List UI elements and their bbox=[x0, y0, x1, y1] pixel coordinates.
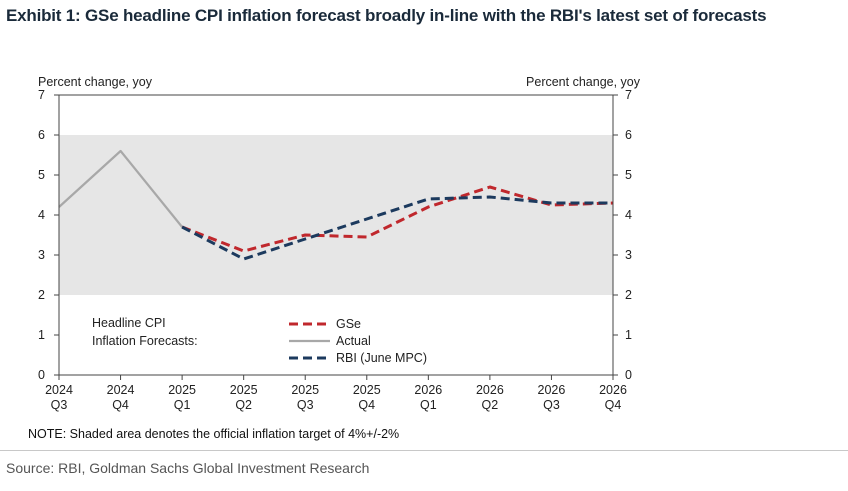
y-tick-label-right: 1 bbox=[625, 328, 632, 342]
series-line-gse bbox=[181, 185, 614, 253]
x-tick-label-quarter: Q2 bbox=[235, 398, 252, 412]
x-tick-label-year: 2025 bbox=[353, 383, 381, 397]
x-tick-label-year: 2024 bbox=[45, 383, 73, 397]
x-tick-label-year: 2024 bbox=[107, 383, 135, 397]
y-tick-label-left: 0 bbox=[38, 368, 45, 382]
legend-title-line1: Headline CPI bbox=[92, 316, 166, 330]
legend-label-0: GSe bbox=[336, 317, 361, 331]
series-line-rbi-june-mpc bbox=[181, 195, 613, 261]
series-line-actual bbox=[58, 149, 183, 228]
y-tick-label-left: 5 bbox=[38, 168, 45, 182]
legend-title-line2: Inflation Forecasts: bbox=[92, 334, 198, 348]
y-tick-label-right: 2 bbox=[625, 288, 632, 302]
x-tick-label-year: 2026 bbox=[476, 383, 504, 397]
y-tick-label-right: 5 bbox=[625, 168, 632, 182]
y-axis-label-left: Percent change, yoy bbox=[38, 75, 153, 89]
x-tick-label-quarter: Q3 bbox=[297, 398, 314, 412]
y-tick-label-left: 7 bbox=[38, 88, 45, 102]
source-note: Source: RBI, Goldman Sachs Global Invest… bbox=[6, 460, 370, 476]
divider bbox=[0, 450, 848, 451]
x-tick-label-quarter: Q1 bbox=[174, 398, 191, 412]
x-tick-label-year: 2025 bbox=[230, 383, 258, 397]
x-tick-label-quarter: Q3 bbox=[51, 398, 68, 412]
x-tick-label-year: 2025 bbox=[168, 383, 196, 397]
x-tick-label-quarter: Q4 bbox=[112, 398, 129, 412]
x-tick-label-year: 2026 bbox=[599, 383, 627, 397]
y-tick-label-left: 6 bbox=[38, 128, 45, 142]
y-tick-label-left: 2 bbox=[38, 288, 45, 302]
x-tick-label-year: 2025 bbox=[291, 383, 319, 397]
y-axis-label-right: Percent change, yoy bbox=[526, 75, 641, 89]
y-tick-label-left: 1 bbox=[38, 328, 45, 342]
target-band bbox=[59, 135, 613, 295]
chart-title: Exhibit 1: GSe headline CPI inflation fo… bbox=[6, 6, 767, 25]
x-tick-label-quarter: Q1 bbox=[420, 398, 437, 412]
x-tick-label-year: 2026 bbox=[538, 383, 566, 397]
x-tick-label-quarter: Q2 bbox=[482, 398, 499, 412]
x-tick-label-year: 2026 bbox=[414, 383, 442, 397]
y-tick-label-left: 3 bbox=[38, 248, 45, 262]
legend-label-2: RBI (June MPC) bbox=[336, 351, 427, 365]
x-tick-label-quarter: Q4 bbox=[358, 398, 375, 412]
y-tick-label-right: 7 bbox=[625, 88, 632, 102]
y-tick-label-left: 4 bbox=[38, 208, 45, 222]
x-tick-label-quarter: Q4 bbox=[605, 398, 622, 412]
x-tick-label-quarter: Q3 bbox=[543, 398, 560, 412]
legend-label-1: Actual bbox=[336, 334, 371, 348]
y-tick-label-right: 4 bbox=[625, 208, 632, 222]
y-tick-label-right: 3 bbox=[625, 248, 632, 262]
y-tick-label-right: 0 bbox=[625, 368, 632, 382]
chart-note: NOTE: Shaded area denotes the official i… bbox=[28, 427, 399, 441]
y-tick-label-right: 6 bbox=[625, 128, 632, 142]
